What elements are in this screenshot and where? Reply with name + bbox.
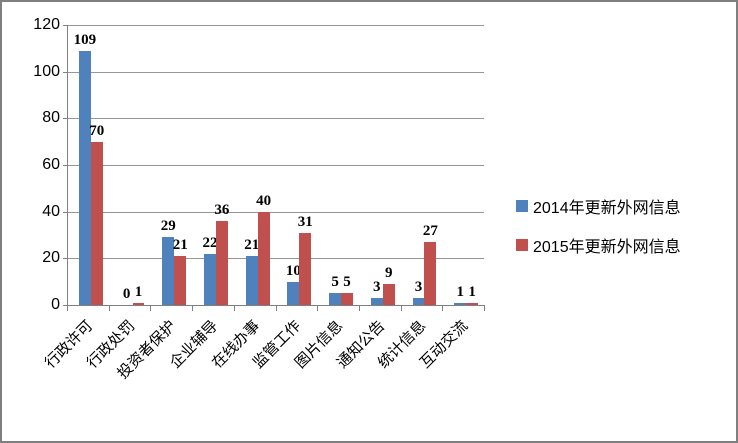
y-tick-label: 0 (51, 296, 60, 313)
legend: 2014年更新外网信息 2015年更新外网信息 (516, 194, 681, 272)
y-tick (63, 25, 67, 26)
bar-value-label: 5 (331, 274, 339, 291)
bar (204, 253, 216, 305)
x-tick (108, 306, 110, 311)
y-tick-label: 120 (33, 16, 60, 33)
bar (90, 141, 103, 305)
legend-label-2014: 2014年更新外网信息 (533, 200, 681, 217)
y-tick (63, 211, 67, 213)
bar (466, 302, 479, 305)
gridline (67, 258, 484, 260)
y-tick-label: 100 (33, 62, 60, 80)
bar-value-label: 21 (172, 237, 188, 253)
gridline (67, 71, 484, 73)
x-tick (400, 306, 402, 311)
bar-value-label: 22 (202, 234, 218, 251)
legend-item-2014: 2014年更新外网信息 (516, 194, 681, 218)
bar-value-label: 29 (160, 218, 176, 235)
x-tick (358, 306, 360, 311)
bar (454, 302, 467, 305)
bar (341, 293, 353, 305)
bar (174, 256, 187, 305)
bar (78, 50, 91, 305)
gridline (67, 118, 484, 120)
legend-item-2015: 2015年更新外网信息 (516, 233, 681, 257)
x-axis-line (67, 305, 485, 306)
x-tick (233, 306, 235, 311)
legend-label-2015: 2015年更新外网信息 (533, 239, 681, 256)
x-tick (317, 306, 319, 311)
x-tick (67, 306, 68, 311)
bar-value-label: 21 (244, 237, 260, 253)
bar (287, 281, 300, 305)
bar-value-label: 27 (422, 223, 438, 239)
x-tick (275, 306, 277, 311)
bar-value-label: 0 (122, 286, 131, 302)
bar (245, 256, 258, 305)
bar-value-label: 5 (343, 274, 351, 291)
bar-value-label: 9 (384, 265, 393, 281)
y-tick (63, 165, 67, 166)
y-tick-label: 80 (42, 109, 60, 127)
bar-value-label: 3 (373, 279, 381, 295)
bar (382, 284, 395, 305)
bar-value-label: 40 (256, 192, 272, 209)
bar-value-label: 1 (134, 283, 143, 300)
bar-value-label: 109 (73, 31, 97, 48)
y-tick-label: 60 (42, 156, 60, 173)
bar (370, 298, 383, 305)
x-tick (484, 306, 485, 311)
legend-swatch-2015 (516, 239, 528, 251)
x-tick (192, 306, 194, 311)
gridline (67, 25, 484, 26)
legend-swatch-2014 (516, 200, 528, 212)
bar (329, 293, 342, 305)
y-tick-label: 40 (42, 202, 60, 220)
bar (299, 232, 312, 305)
bar-value-label: 36 (214, 202, 230, 218)
y-tick (63, 258, 67, 260)
bar-value-label: 1 (468, 283, 476, 300)
bar (162, 237, 175, 305)
bar-value-label: 31 (297, 213, 313, 230)
bar-value-label: 70 (89, 122, 105, 139)
y-tick-label: 20 (42, 249, 60, 267)
y-tick (63, 118, 67, 120)
bar (412, 298, 425, 305)
bar-value-label: 3 (414, 279, 423, 295)
bar (215, 221, 228, 305)
y-tick (63, 71, 67, 73)
bar (257, 211, 270, 305)
bar (132, 302, 145, 305)
gridline (67, 165, 484, 166)
x-tick (442, 306, 444, 311)
bar (424, 242, 437, 305)
bar-value-label: 10 (285, 262, 301, 279)
bar-value-label: 1 (456, 283, 464, 300)
gridline (67, 211, 484, 213)
y-axis-line (67, 25, 68, 305)
x-tick (150, 306, 152, 311)
y-tick (63, 305, 67, 306)
